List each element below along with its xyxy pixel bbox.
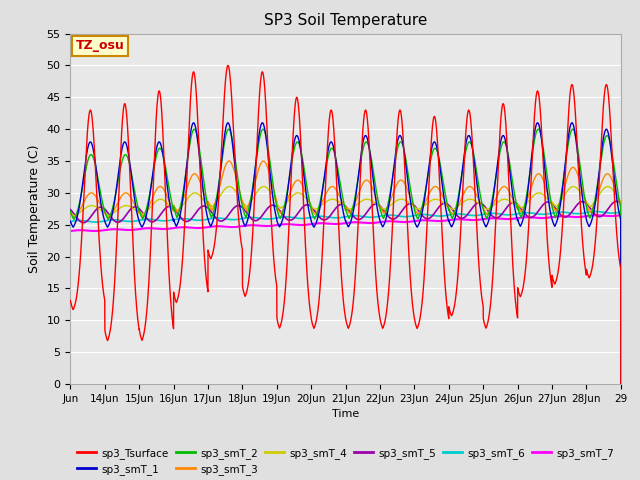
sp3_smT_1 [547,209,554,215]
sp3_smT_7 [617,212,625,218]
Y-axis label: Soil Temperature (C): Soil Temperature (C) [28,144,41,273]
Title: SP3 Soil Temperature: SP3 Soil Temperature [264,13,428,28]
X-axis label: Time: Time [332,409,359,419]
Line: sp3_smT_5: sp3_smT_5 [70,201,621,223]
sp3_smT_3 [480,207,488,213]
sp3_smT_7 [209,224,217,229]
sp3_smT_3 [209,205,217,211]
sp3_smT_4 [86,203,93,209]
sp3_smT_1 [236,201,243,207]
Line: sp3_smT_7: sp3_smT_7 [70,215,621,231]
sp3_smT_2 [209,210,217,216]
sp3_Tsurface [547,274,554,280]
sp3_Tsurface [314,311,321,317]
sp3_smT_1 [86,140,93,145]
Line: sp3_smT_1: sp3_smT_1 [70,123,621,384]
sp3_smT_5 [79,220,87,226]
sp3_smT_7 [86,228,93,234]
sp3_Tsurface [224,62,232,68]
sp3_smT_5 [547,200,554,205]
sp3_smT_4 [209,203,217,209]
sp3_smT_3 [547,198,554,204]
sp3_smT_7 [236,224,243,229]
Line: sp3_smT_6: sp3_smT_6 [70,212,621,222]
sp3_smT_2 [569,126,577,132]
sp3_smT_3 [86,191,93,196]
sp3_smT_1 [209,218,217,224]
sp3_smT_4 [67,210,74,216]
sp3_Tsurface [209,249,217,255]
sp3_smT_3 [617,381,625,387]
sp3_smT_6 [236,216,243,222]
sp3_smT_6 [547,211,554,216]
sp3_smT_6 [209,216,217,221]
sp3_smT_3 [259,158,267,164]
sp3_Tsurface [86,108,93,114]
sp3_smT_5 [86,215,93,221]
sp3_smT_6 [617,209,625,215]
sp3_Tsurface [236,225,243,231]
sp3_smT_7 [67,228,74,234]
sp3_smT_1 [259,120,266,126]
sp3_smT_7 [314,220,321,226]
sp3_smT_3 [67,210,74,216]
sp3_smT_2 [617,381,625,387]
sp3_smT_5 [617,200,625,206]
sp3_smT_5 [67,207,74,213]
sp3_smT_7 [480,216,488,222]
sp3_smT_2 [480,208,488,214]
sp3_smT_4 [314,205,321,211]
sp3_smT_6 [314,214,321,219]
Legend: sp3_Tsurface, sp3_smT_1, sp3_smT_2, sp3_smT_3, sp3_smT_4, sp3_smT_5, sp3_smT_6, : sp3_Tsurface, sp3_smT_1, sp3_smT_2, sp3_… [74,444,618,479]
sp3_smT_5 [613,198,621,204]
sp3_smT_3 [314,208,321,214]
sp3_smT_1 [67,218,74,224]
Text: TZ_osu: TZ_osu [76,39,125,52]
sp3_smT_2 [236,187,243,193]
sp3_smT_5 [314,212,321,217]
sp3_Tsurface [617,381,625,387]
sp3_smT_6 [592,209,600,215]
sp3_smT_4 [260,184,268,190]
sp3_smT_6 [480,211,488,217]
sp3_smT_4 [547,200,554,205]
sp3_smT_3 [236,188,243,194]
sp3_smT_2 [86,153,93,159]
sp3_smT_7 [547,215,554,220]
Line: sp3_Tsurface: sp3_Tsurface [70,65,621,384]
sp3_smT_4 [617,381,625,387]
sp3_smT_4 [480,204,488,210]
sp3_smT_1 [617,381,625,387]
sp3_smT_2 [67,208,74,214]
sp3_Tsurface [480,318,488,324]
sp3_smT_5 [480,203,488,208]
sp3_smT_1 [314,216,321,222]
sp3_smT_6 [67,219,74,225]
sp3_smT_2 [314,210,321,216]
Line: sp3_smT_4: sp3_smT_4 [70,187,621,384]
sp3_Tsurface [67,298,74,303]
sp3_smT_2 [547,195,554,201]
sp3_smT_4 [236,194,243,200]
sp3_smT_5 [209,212,217,217]
sp3_smT_6 [86,219,93,225]
sp3_smT_5 [236,203,243,209]
Line: sp3_smT_2: sp3_smT_2 [70,129,621,384]
sp3_smT_1 [480,219,488,225]
Line: sp3_smT_3: sp3_smT_3 [70,161,621,384]
sp3_smT_6 [92,219,99,225]
